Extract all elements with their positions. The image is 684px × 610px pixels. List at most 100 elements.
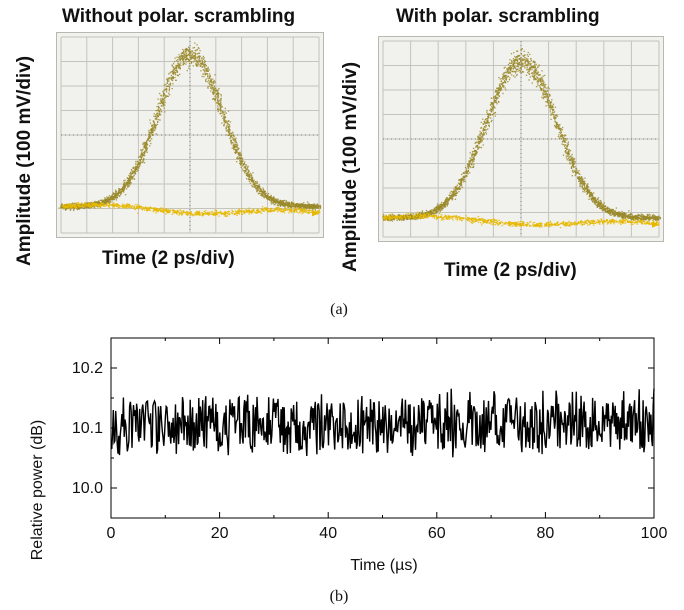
pulse-sample bbox=[585, 190, 588, 192]
pulse-sample bbox=[60, 207, 63, 209]
pulse-sample bbox=[206, 69, 209, 71]
pulse-sample bbox=[465, 168, 468, 170]
baseline-sample bbox=[73, 205, 75, 207]
pulse-sample bbox=[248, 177, 250, 179]
pulse-sample bbox=[154, 116, 156, 118]
pulse-sample bbox=[220, 93, 222, 96]
pulse-sample bbox=[159, 111, 161, 113]
baseline-sample bbox=[82, 203, 84, 206]
pulse-sample bbox=[475, 146, 477, 148]
pulse-sample bbox=[500, 88, 503, 90]
pulse-sample bbox=[476, 141, 479, 144]
pulse-sample bbox=[209, 81, 211, 83]
pulse-sample bbox=[261, 195, 263, 197]
pulse-sample bbox=[553, 116, 555, 118]
pulse-sample bbox=[95, 201, 97, 203]
pulse-sample bbox=[120, 193, 122, 196]
pulse-sample bbox=[155, 114, 157, 117]
pulse-sample bbox=[304, 206, 306, 208]
pulse-sample bbox=[540, 89, 542, 91]
pulse-sample bbox=[174, 68, 176, 70]
pulse-sample bbox=[472, 147, 475, 149]
pulse-sample bbox=[277, 198, 279, 200]
pulse-sample bbox=[535, 78, 537, 81]
pulse-sample bbox=[520, 57, 522, 59]
pulse-sample bbox=[312, 205, 314, 207]
pulse-sample bbox=[522, 71, 525, 73]
pulse-sample bbox=[547, 90, 549, 92]
pulse-sample bbox=[502, 78, 504, 80]
pulse-sample bbox=[251, 177, 254, 179]
baseline-sample bbox=[293, 210, 295, 212]
pulse-sample bbox=[542, 75, 544, 77]
baseline-sample bbox=[278, 207, 280, 209]
pulse-sample bbox=[226, 120, 228, 122]
baseline-sample bbox=[70, 205, 73, 207]
pulse-sample bbox=[181, 52, 183, 54]
baseline-sample bbox=[190, 213, 192, 216]
pulse-sample bbox=[169, 78, 171, 80]
pulse-sample bbox=[564, 138, 567, 140]
baseline-sample bbox=[224, 212, 226, 214]
baseline-sample bbox=[256, 212, 258, 214]
baseline-sample bbox=[231, 209, 233, 211]
pulse-sample bbox=[233, 146, 235, 148]
pulse-sample bbox=[163, 92, 165, 95]
baseline-sample bbox=[165, 213, 167, 215]
baseline-sample bbox=[194, 212, 196, 214]
pulse-sample bbox=[182, 56, 184, 58]
pulse-sample bbox=[199, 63, 202, 65]
pulse-sample bbox=[158, 114, 160, 116]
baseline-sample bbox=[305, 211, 307, 213]
baseline-sample bbox=[137, 208, 140, 210]
pulse-sample bbox=[185, 63, 187, 65]
pulse-sample bbox=[520, 49, 522, 51]
pulse-sample bbox=[265, 192, 267, 194]
pulse-sample bbox=[130, 174, 132, 176]
pulse-sample bbox=[155, 110, 157, 112]
pulse-sample bbox=[235, 143, 237, 145]
pulse-sample bbox=[247, 170, 250, 172]
pulse-sample bbox=[101, 200, 104, 203]
baseline-sample bbox=[306, 210, 308, 212]
pulse-sample bbox=[532, 60, 535, 62]
pulse-sample bbox=[581, 177, 583, 179]
pulse-sample bbox=[207, 86, 209, 88]
pulse-sample bbox=[220, 112, 222, 114]
pulse-sample bbox=[114, 193, 117, 195]
baseline-sample bbox=[278, 209, 280, 211]
pulse-sample bbox=[150, 142, 152, 145]
baseline-sample bbox=[128, 205, 131, 207]
pulse-sample bbox=[219, 108, 221, 110]
pulse-sample bbox=[316, 204, 318, 207]
pulse-sample bbox=[524, 59, 526, 61]
pulse-sample bbox=[110, 199, 112, 201]
pulse-sample bbox=[252, 186, 254, 188]
pulse-sample bbox=[570, 155, 572, 157]
pulse-sample bbox=[319, 207, 322, 209]
baseline-sample bbox=[199, 214, 201, 216]
pulse-sample bbox=[213, 89, 216, 91]
pulse-sample bbox=[312, 204, 314, 206]
pulse-sample bbox=[182, 62, 184, 64]
baseline-sample bbox=[74, 205, 76, 207]
pulse-sample bbox=[178, 56, 180, 59]
baseline-sample bbox=[204, 212, 207, 214]
pulse-sample bbox=[217, 110, 219, 113]
pulse-sample bbox=[458, 188, 461, 190]
baseline-sample bbox=[192, 215, 194, 217]
pulse-sample bbox=[236, 157, 238, 159]
baseline-sample bbox=[125, 204, 127, 207]
pulse-sample bbox=[164, 83, 167, 86]
pulse-sample bbox=[254, 182, 256, 184]
pulse-sample bbox=[168, 83, 170, 86]
pulse-sample bbox=[213, 87, 215, 89]
pulse-sample bbox=[120, 191, 123, 193]
baseline-sample bbox=[105, 205, 107, 207]
baseline-sample bbox=[289, 208, 291, 211]
pulse-sample bbox=[557, 125, 560, 127]
pulse-sample bbox=[225, 127, 227, 129]
pulse-sample bbox=[566, 148, 568, 150]
baseline-sample bbox=[179, 213, 181, 215]
pulse-sample bbox=[199, 50, 201, 52]
